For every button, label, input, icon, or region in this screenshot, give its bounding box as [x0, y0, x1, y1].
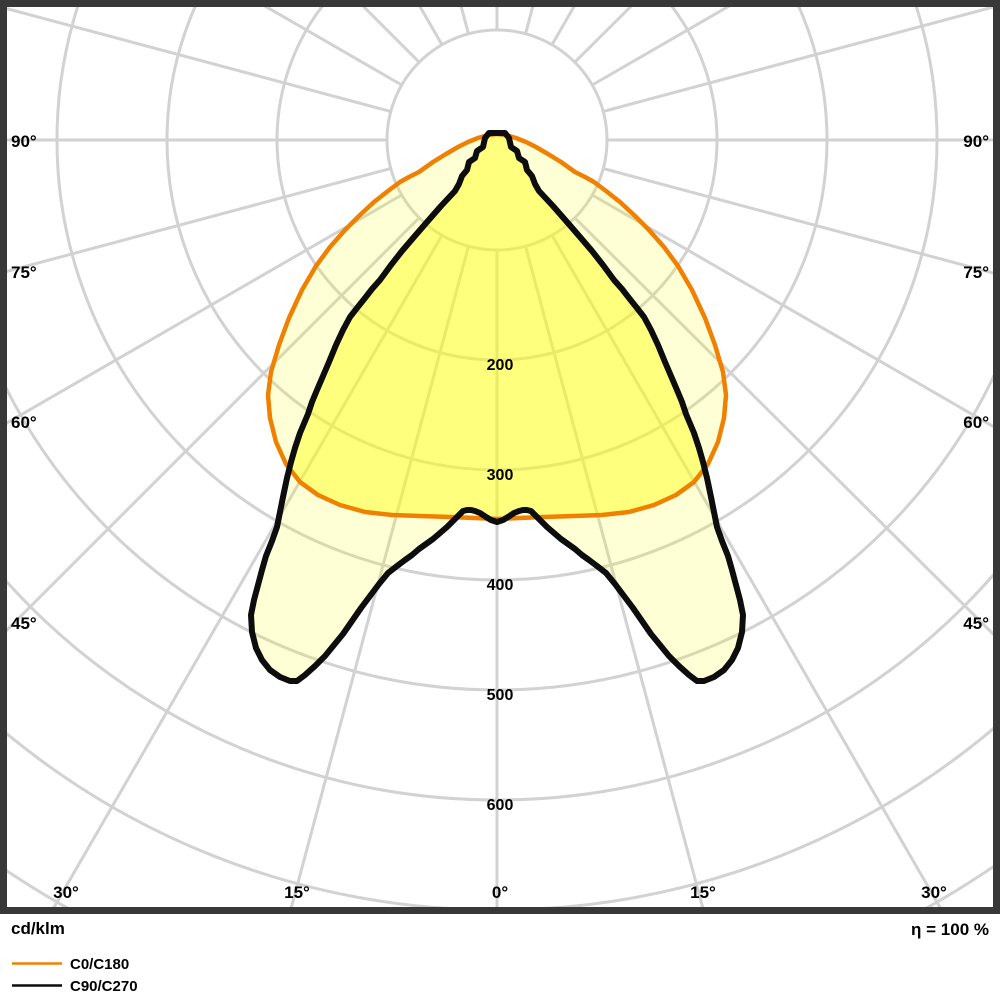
angle-label-left-75: 75°: [11, 263, 37, 282]
angle-label-left-45: 45°: [11, 614, 37, 633]
angle-label-bottom-0: 0°: [492, 883, 508, 902]
overlap-fill: [268, 134, 726, 519]
unit-label: cd/klm: [11, 919, 65, 938]
c90-c270-curve: [248, 130, 746, 684]
ring-label-200: 200: [487, 357, 514, 374]
plot-frame: [0, 0, 1000, 914]
ring-label-600: 600: [487, 797, 514, 814]
angle-label-right-45: 45°: [963, 614, 989, 633]
c90-c270-fill: [251, 133, 743, 681]
ring-labels: 200 300 400 500 600: [487, 357, 514, 814]
angle-label-left-60: 60°: [11, 413, 37, 432]
angle-labels-bottom: 30° 15° 0° 15° 30°: [53, 883, 947, 902]
legend-c90-label: C90/C270: [70, 978, 138, 995]
angle-label-right-75: 75°: [963, 263, 989, 282]
angle-labels-left: 90° 75° 60° 45°: [11, 132, 37, 633]
ring-label-400: 400: [487, 577, 514, 594]
legend-c0-label: C0/C180: [70, 956, 129, 973]
angle-label-bottom-30-right: 30°: [921, 883, 947, 902]
legend: C0/C180 C90/C270: [12, 956, 138, 995]
c0-c180-fill: [268, 134, 726, 519]
angle-label-bottom-15-left: 15°: [284, 883, 310, 902]
angle-label-right-60: 60°: [963, 413, 989, 432]
ring-label-500: 500: [487, 687, 514, 704]
angle-label-bottom-15-right: 15°: [690, 883, 716, 902]
angle-label-left-90: 90°: [11, 132, 37, 151]
angle-label-right-90: 90°: [963, 132, 989, 151]
angle-label-bottom-30-left: 30°: [53, 883, 79, 902]
efficiency-label: η = 100 %: [911, 920, 989, 939]
angle-labels-right: 90° 75° 60° 45°: [963, 132, 989, 633]
ring-label-300: 300: [487, 467, 514, 484]
